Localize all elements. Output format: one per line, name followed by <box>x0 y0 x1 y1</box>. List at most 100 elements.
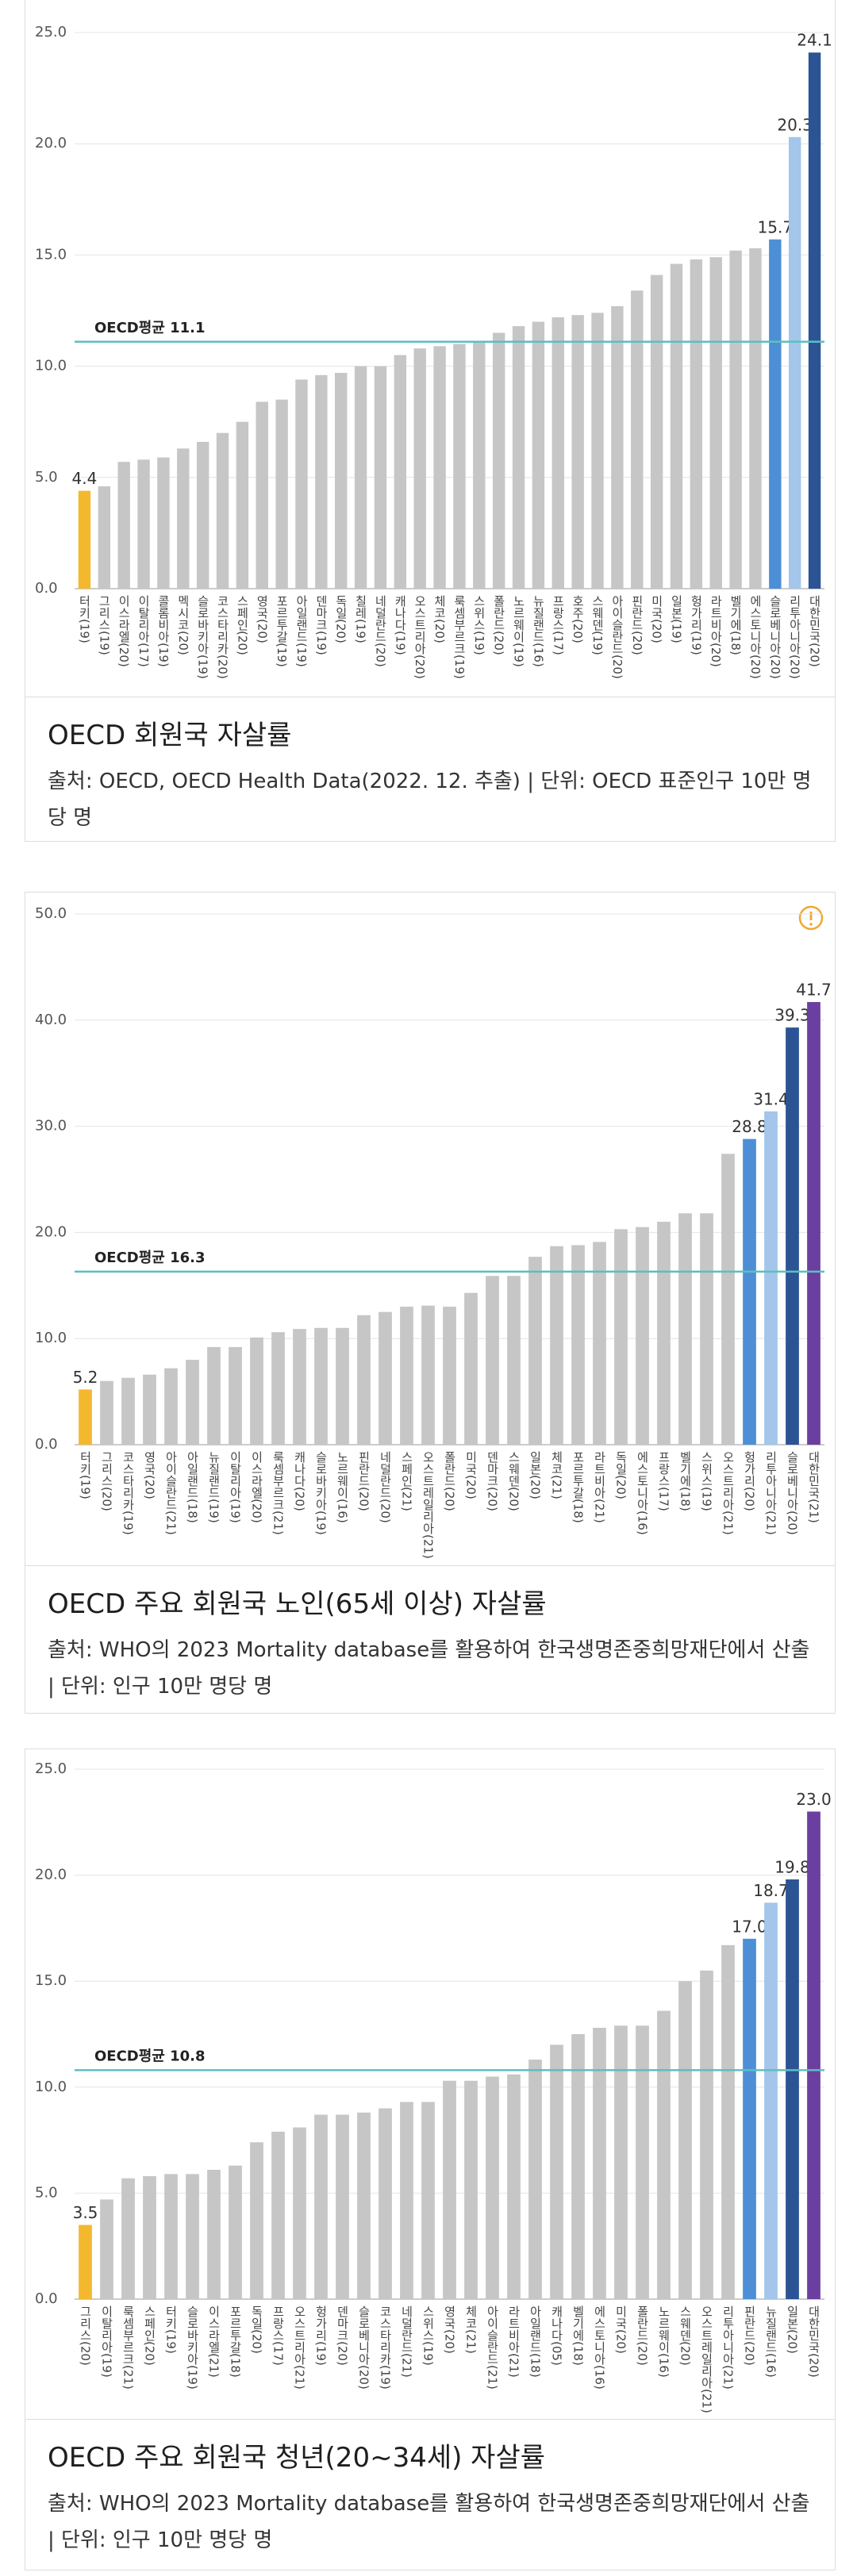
bar <box>807 1002 820 1445</box>
x-tick-label: 일본(20) <box>786 2305 800 2354</box>
bar <box>486 1276 499 1445</box>
bar <box>808 52 821 589</box>
x-tick-label: 뉴질랜드(16) <box>764 2305 778 2378</box>
bar <box>443 1307 456 1445</box>
x-tick-label: 대한민국(20) <box>807 2305 821 2378</box>
bar <box>650 274 663 589</box>
bar <box>256 401 268 589</box>
x-tick-label: 대한민국(21) <box>807 1451 821 1523</box>
x-tick-label: 슬로바키아(19) <box>314 1451 329 1535</box>
info-icon-dot <box>809 923 813 926</box>
x-tick-label: 벨기에(18) <box>571 2305 586 2366</box>
bar <box>614 1229 628 1445</box>
x-tick-label: 캐나다(19) <box>393 595 407 655</box>
x-tick-label: 룩셈부르크(21) <box>271 1451 286 1535</box>
x-tick-label: 이탈리아(19) <box>229 1451 243 1523</box>
value-label: 31.4 <box>753 1089 789 1108</box>
x-tick-label: 스웨덴(19) <box>590 595 605 655</box>
x-tick-label: 터키(19) <box>164 2305 179 2354</box>
info-icon[interactable] <box>798 905 824 931</box>
bar <box>443 2080 456 2299</box>
x-tick-label: 영국(20) <box>443 2305 457 2354</box>
x-tick-label: 라트비아(21) <box>593 1451 607 1523</box>
x-tick-label: 노르웨이(16) <box>336 1451 350 1523</box>
x-tick-label: 아일랜드(18) <box>186 1451 200 1523</box>
bar <box>117 462 130 589</box>
x-tick-label: 리투아니아(21) <box>764 1451 778 1535</box>
x-tick-label: 이스라엘(21) <box>207 2305 221 2378</box>
x-tick-label: 핀란드(20) <box>743 2305 757 2366</box>
x-tick-label: 포르투갈(18) <box>229 2305 243 2378</box>
value-label: 23.0 <box>796 1790 832 1809</box>
x-tick-label: 뉴질랜드(19) <box>207 1451 221 1523</box>
x-tick-label: 체코(20) <box>432 595 447 643</box>
bar <box>464 2080 478 2299</box>
bar <box>100 2199 113 2299</box>
x-tick-label: 에스토니아(16) <box>636 1451 650 1535</box>
x-tick-label: 터키(19) <box>79 1451 93 1499</box>
bar <box>657 1222 671 1445</box>
bar <box>413 348 426 589</box>
bar <box>121 2178 135 2299</box>
x-tick-label: 독일(20) <box>250 2305 264 2354</box>
y-tick-label: 10.0 <box>35 1330 67 1346</box>
y-tick-label: 20.0 <box>35 1223 67 1240</box>
bar <box>786 1027 799 1445</box>
x-tick-label: 슬로바키아(19) <box>186 2305 200 2390</box>
bar <box>593 2027 606 2299</box>
x-tick-label: 독일(20) <box>614 1451 628 1499</box>
bar <box>721 1154 735 1445</box>
x-tick-label: 아일랜드(19) <box>294 595 309 667</box>
value-label: 5.2 <box>73 1368 98 1387</box>
bar <box>631 290 644 589</box>
bar <box>250 2142 263 2299</box>
bar <box>78 490 91 589</box>
y-tick-label: 0.0 <box>35 580 58 597</box>
x-tick-label: 아이슬란드(21) <box>164 1451 179 1535</box>
bar <box>788 136 801 589</box>
bar <box>295 379 308 589</box>
x-tick-label: 폴란드(20) <box>443 1451 457 1511</box>
bar <box>591 313 604 589</box>
bar <box>729 250 742 589</box>
bar <box>354 366 367 589</box>
chart-source: 출처: OECD, OECD Health Data(2022. 12. 추출)… <box>48 770 812 830</box>
x-tick-label: 폴란드(20) <box>636 2305 650 2366</box>
x-tick-label: 핀란드(20) <box>357 1451 371 1511</box>
x-tick-label: 프랑스(17) <box>551 595 565 655</box>
x-tick-label: 캐나다(05) <box>550 2305 564 2366</box>
x-tick-label: 네덜란드(20) <box>379 1451 393 1523</box>
bar <box>614 2025 628 2299</box>
bar <box>700 1970 713 2299</box>
x-tick-label: 뉴질랜드(16) <box>531 595 545 667</box>
y-tick-label: 50.0 <box>35 905 67 922</box>
bar <box>379 2108 392 2299</box>
value-label: 18.7 <box>753 1881 789 1900</box>
bar <box>400 1307 413 1445</box>
caption: OECD 주요 회원국 노인(65세 이상) 자살률 출처: WHO의 2023… <box>25 1565 835 1713</box>
x-tick-label: 아이슬란드(21) <box>486 2305 500 2390</box>
x-tick-label: 오스트리아(20) <box>413 595 427 679</box>
x-tick-label: 코스타리카(19) <box>121 1451 136 1535</box>
bar <box>571 2034 585 2299</box>
bar <box>400 2102 413 2299</box>
x-tick-label: 슬로베니아(20) <box>357 2305 371 2390</box>
value-label: 15.7 <box>758 217 794 236</box>
x-tick-label: 영국(20) <box>255 595 269 643</box>
bar <box>807 1811 820 2299</box>
x-tick-label: 멕시코(20) <box>176 595 190 655</box>
x-tick-label: 체코(21) <box>550 1451 564 1499</box>
bar <box>374 366 387 589</box>
x-tick-label: 벨기에(18) <box>678 1451 693 1511</box>
y-tick-label: 25.0 <box>35 1760 67 1777</box>
x-tick-label: 코스타리카(20) <box>216 595 230 679</box>
x-tick-label: 프랑스(17) <box>271 2305 286 2366</box>
chart: 0.0 5.0 10.0 15.0 20.0 25.0 4.4 터키(19) 그리스(19) 이스… <box>35 24 832 679</box>
chart-title: OECD 주요 회원국 노인(65세 이상) 자살률 <box>48 1588 547 1620</box>
x-tick-label: 리투아니아(21) <box>721 2305 736 2390</box>
bar <box>315 374 328 589</box>
bar <box>186 1359 199 1445</box>
x-tick-label: 콜롬비아(19) <box>156 595 171 667</box>
bar <box>421 2102 435 2299</box>
x-tick-label: 독일(20) <box>334 595 348 643</box>
